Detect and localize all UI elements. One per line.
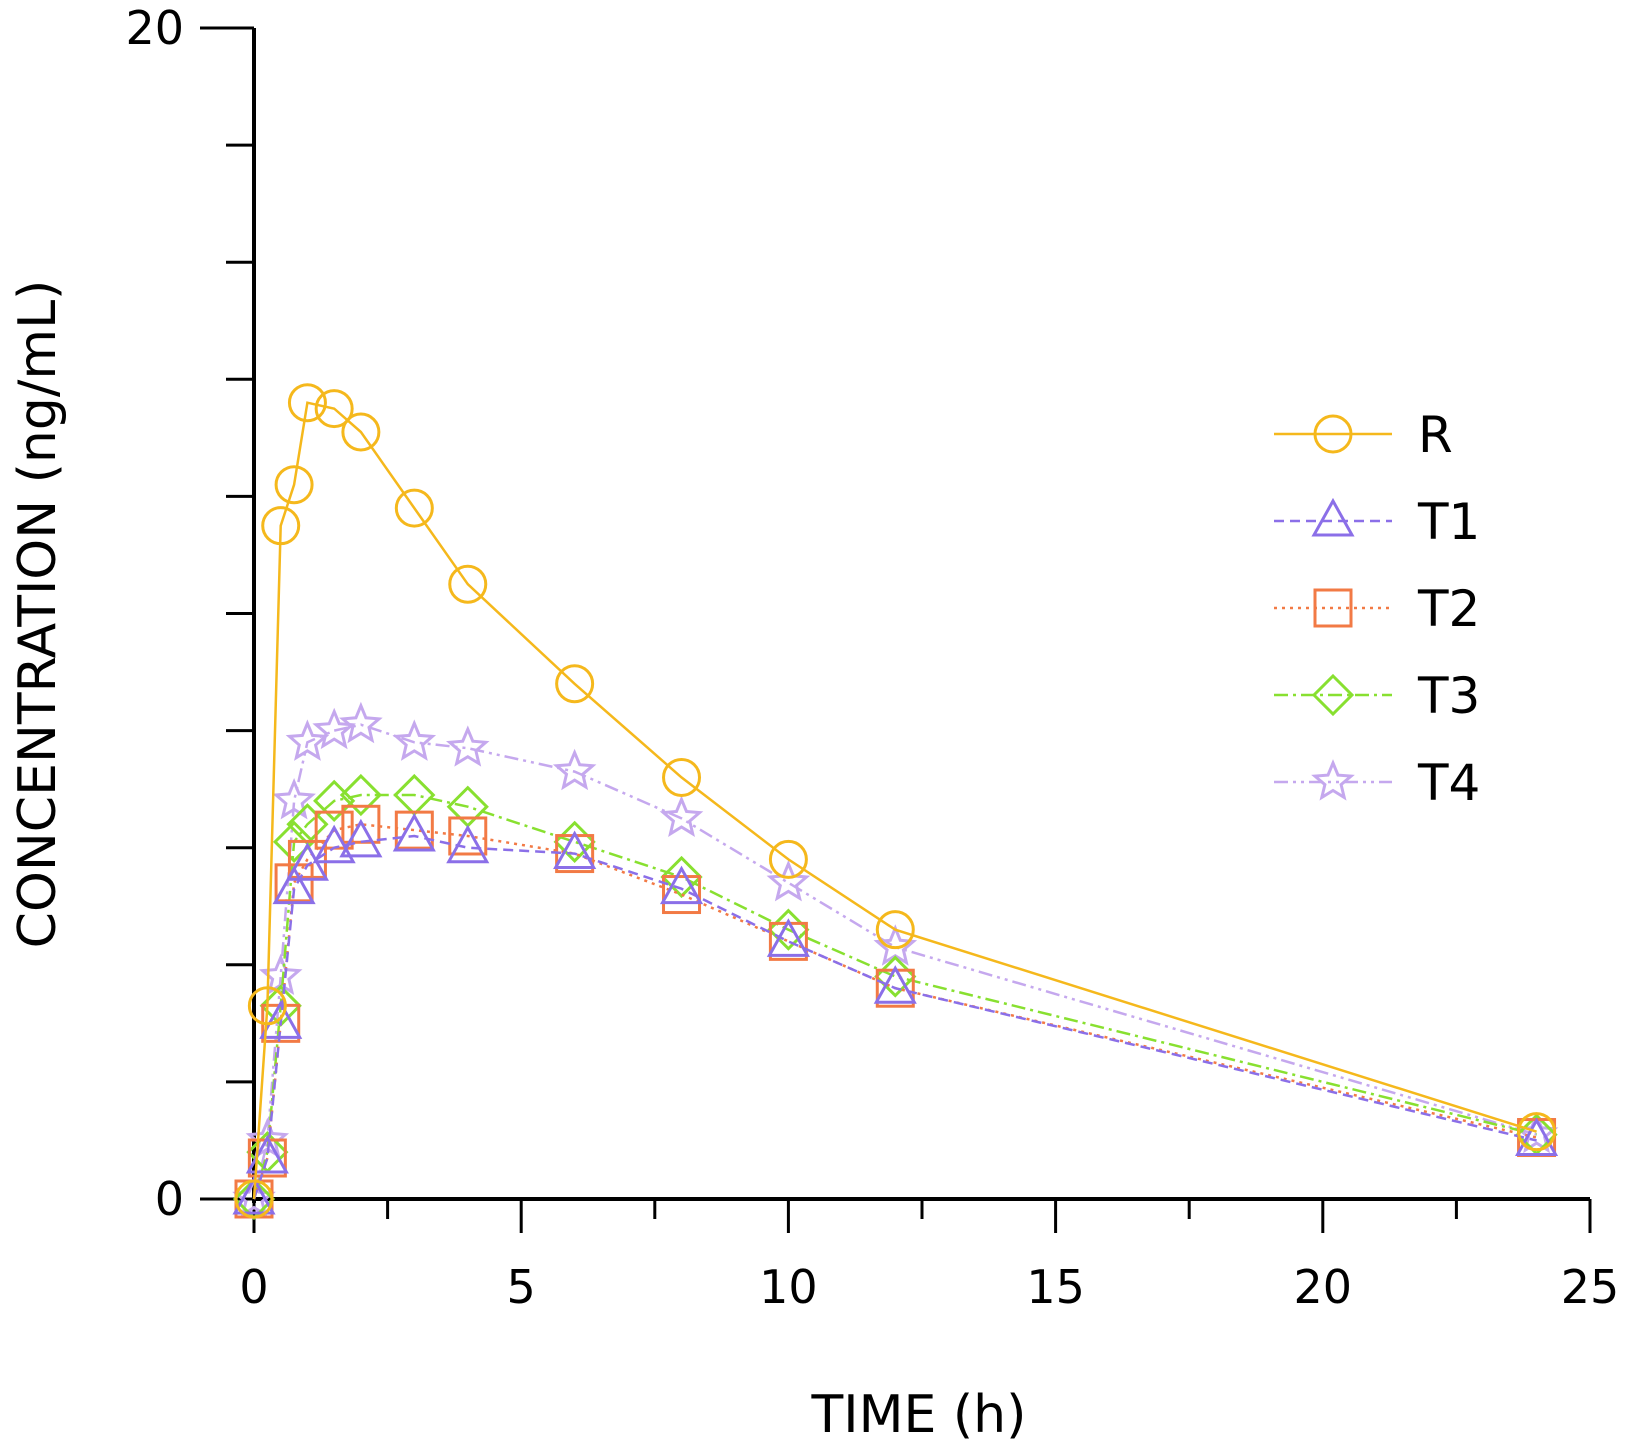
data-point-R	[234, 1179, 274, 1219]
series-line-R	[252, 401, 1537, 1200]
legend-label-R: R	[1418, 406, 1453, 464]
legend: R T1 T2 T3 T4	[1274, 406, 1480, 812]
data-point-T2	[287, 839, 327, 879]
data-point-T1	[339, 818, 383, 858]
data-point-T1	[766, 918, 810, 957]
y-axis-title: CONCENTRATION (ng/mL)	[8, 280, 68, 949]
data-point-T1	[259, 1000, 303, 1039]
x-tick-label: 0	[239, 1260, 268, 1314]
legend-marker-T1	[1311, 497, 1355, 537]
data-point-T1	[659, 865, 704, 905]
series-line-T4	[252, 723, 1537, 1200]
legend-marker-T2	[1313, 588, 1353, 628]
legend-item-T4: T4	[1274, 754, 1480, 812]
data-point-T1	[873, 965, 917, 1004]
series-line-T2	[252, 823, 1537, 1200]
data-point-R	[555, 664, 595, 704]
data-point-T3	[339, 773, 383, 817]
x-tick-label: 15	[1026, 1260, 1085, 1314]
data-point-T4	[339, 701, 383, 744]
data-point-T3	[272, 820, 316, 863]
data-point-T1	[1515, 1117, 1559, 1156]
legend-label-T1: T1	[1417, 493, 1480, 551]
data-point-T4	[272, 778, 316, 820]
x-tick-label: 25	[1561, 1260, 1620, 1314]
data-point-R	[662, 757, 702, 797]
legend-item-T3: T3	[1274, 667, 1480, 725]
data-point-R	[247, 986, 287, 1026]
data-point-T1	[272, 865, 316, 905]
legend-item-R: R	[1274, 406, 1453, 464]
data-point-T2	[394, 810, 434, 850]
legend-label-T3: T3	[1417, 667, 1480, 725]
series-R	[234, 383, 1557, 1219]
series-T3	[232, 773, 1558, 1221]
x-tick-label: 10	[759, 1260, 818, 1314]
series-layer	[232, 383, 1559, 1221]
data-point-R	[394, 488, 434, 528]
legend-item-T2: T2	[1274, 580, 1480, 638]
data-point-R	[875, 910, 915, 950]
legend-label-T4: T4	[1417, 754, 1480, 812]
data-point-T1	[232, 1175, 276, 1215]
data-point-T3	[313, 779, 356, 822]
data-point-T4	[446, 725, 490, 767]
data-point-T4	[392, 719, 437, 761]
data-point-T4	[552, 748, 597, 791]
data-point-T4	[766, 859, 811, 902]
data-point-T2	[341, 804, 381, 844]
data-point-R	[314, 389, 354, 429]
data-point-R	[768, 839, 808, 879]
data-point-R	[1517, 1112, 1557, 1152]
legend-marker-T3	[1311, 673, 1355, 717]
data-point-T4	[659, 795, 704, 837]
series-T2	[234, 804, 1557, 1219]
data-point-R	[274, 465, 314, 505]
data-point-T1	[446, 824, 490, 864]
data-point-R	[448, 564, 488, 604]
data-point-T2	[448, 816, 488, 856]
legend-marker-R	[1313, 414, 1353, 454]
data-point-T1	[312, 824, 356, 864]
data-point-R	[341, 412, 381, 452]
legend-marker-T4	[1311, 759, 1355, 801]
y-tick-label: 20	[125, 1, 184, 55]
series-line-T3	[252, 793, 1537, 1200]
data-point-R	[261, 506, 301, 546]
series-T1	[232, 812, 1559, 1215]
legend-label-T2: T2	[1417, 580, 1480, 638]
data-point-R	[287, 383, 327, 423]
y-tick-label: 0	[155, 1172, 184, 1226]
data-point-T1	[392, 812, 436, 852]
axes: 0 5 10 15 20 25 0 20	[125, 1, 1619, 1314]
data-point-T1	[553, 830, 597, 870]
data-point-T2	[274, 863, 314, 903]
data-point-T3	[660, 855, 703, 899]
x-axis-title: TIME (h)	[811, 1385, 1027, 1445]
series-line-T1	[252, 834, 1537, 1200]
data-point-T4	[285, 719, 330, 761]
x-tick-label: 5	[507, 1260, 536, 1314]
legend-item-T1: T1	[1274, 493, 1480, 551]
x-tick-label: 20	[1294, 1260, 1353, 1314]
data-point-T2	[662, 875, 702, 915]
